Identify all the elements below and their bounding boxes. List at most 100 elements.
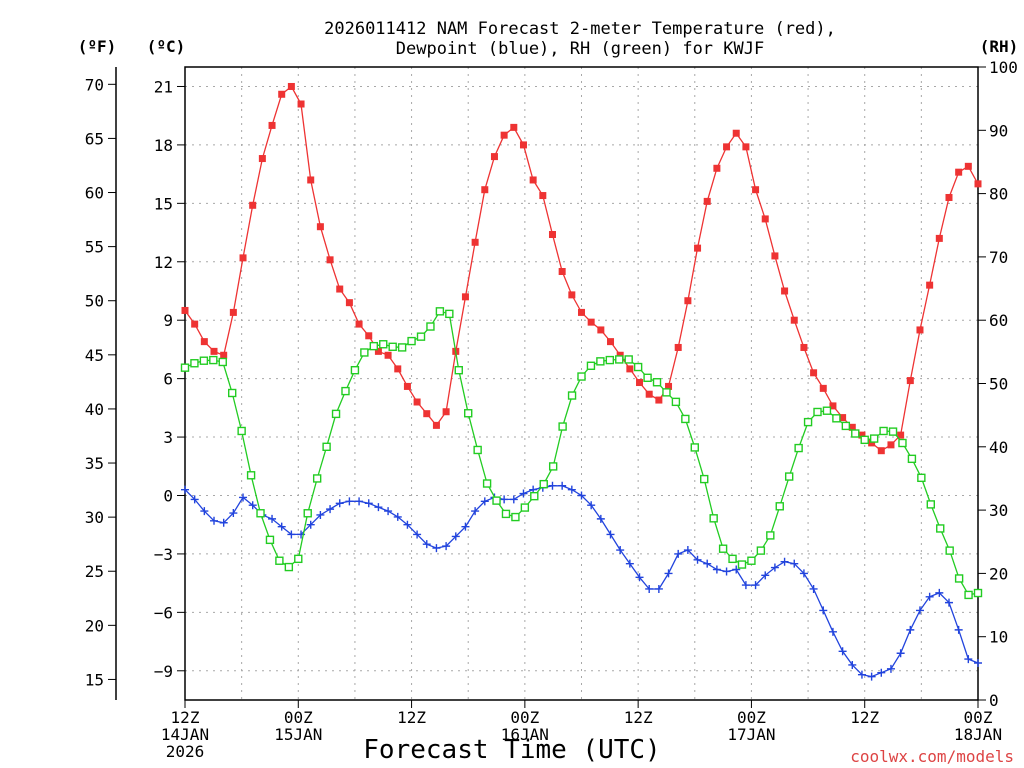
rh-point <box>180 363 190 372</box>
x-tick-label: 18JAN <box>954 725 1002 744</box>
temperature-point <box>297 100 305 108</box>
rh-point <box>784 472 794 481</box>
rh-point <box>350 366 360 375</box>
rh-point <box>369 341 379 351</box>
x-tick-label: 00Z <box>284 708 313 727</box>
dewpoint-point <box>635 573 644 582</box>
rh-point <box>228 388 237 398</box>
rh-point <box>482 479 492 488</box>
celsius-tick-label: −3 <box>154 545 173 564</box>
temperature-point <box>877 447 885 455</box>
x-axis-label: Forecast Time (UTC) <box>363 735 660 765</box>
temperature-point <box>868 439 876 447</box>
temperature-point <box>974 180 982 188</box>
rh-point <box>407 336 416 346</box>
rh-point <box>464 409 473 418</box>
temperature-point <box>587 318 595 326</box>
temperature-point <box>200 338 208 346</box>
rh-point <box>888 427 898 436</box>
dewpoint-point <box>974 658 982 667</box>
dewpoint-point <box>326 505 335 514</box>
temperature-point <box>848 423 856 431</box>
temperature-point <box>191 320 199 328</box>
dewpoint-point <box>577 491 586 500</box>
x-tick-label: 00Z <box>510 708 539 727</box>
dewpoint-point <box>935 588 944 597</box>
temperature-point <box>655 396 663 404</box>
chart-title-line-1: 2026011412 NAM Forecast 2-meter Temperat… <box>324 19 836 39</box>
temperature-point <box>220 351 228 359</box>
temperature-point <box>500 131 508 139</box>
celsius-tick-label: 15 <box>154 194 173 213</box>
rh-point <box>416 332 426 341</box>
dewpoint-point <box>181 485 189 494</box>
dewpoint-point <box>712 565 721 574</box>
temperature-point <box>326 256 334 264</box>
dewpoint-point <box>219 518 228 527</box>
dewpoint-point <box>596 514 605 523</box>
rh-point <box>822 406 832 415</box>
x-tick-label: 2026 <box>166 742 205 761</box>
rh-point <box>331 409 341 419</box>
temperature-point <box>539 192 547 200</box>
fahrenheit-tick-label: 55 <box>85 238 104 257</box>
dewpoint-point <box>268 514 277 523</box>
dewpoint-point <box>200 507 209 516</box>
rh-point <box>275 556 284 565</box>
rh-tick-label: 80 <box>989 185 1008 204</box>
rh-point <box>841 421 851 431</box>
rh-point <box>256 509 265 518</box>
rh-point <box>199 356 209 365</box>
rh-point <box>879 426 888 436</box>
temperature-point <box>413 398 421 406</box>
rh-point <box>577 372 586 381</box>
temperature-point <box>316 223 324 231</box>
dewpoint-point <box>345 497 354 506</box>
series-layer <box>180 82 983 681</box>
temperature-point <box>955 168 963 176</box>
celsius-tick-label: 0 <box>163 486 173 505</box>
rh-tick-label: 40 <box>989 438 1008 457</box>
temperature-point <box>481 186 489 194</box>
rh-point <box>218 357 227 367</box>
rh-point <box>709 514 718 523</box>
temperature-point <box>394 365 402 373</box>
temperature-point <box>510 123 518 131</box>
temperature-point <box>529 176 537 184</box>
temperature-point <box>839 414 847 422</box>
dewpoint-point <box>277 522 286 531</box>
fahrenheit-tick-label: 40 <box>85 400 104 419</box>
rh-point <box>265 535 275 545</box>
rh-point <box>501 509 511 519</box>
celsius-tick-label: 21 <box>154 77 173 96</box>
rh-point <box>294 554 303 564</box>
temperature-point <box>752 186 760 194</box>
rh-point <box>209 355 218 365</box>
rh-point <box>322 442 331 451</box>
dewpoint-point <box>335 499 344 508</box>
dewpoint-point <box>625 559 634 568</box>
dewpoint-point <box>674 549 683 558</box>
temperature-point <box>490 153 498 161</box>
temperature-point <box>548 231 556 239</box>
dewpoint-point <box>471 507 480 516</box>
rh-tick-label: 50 <box>989 375 1008 394</box>
rh-point <box>596 357 605 366</box>
x-tick-label: 00Z <box>964 708 993 727</box>
temperature-point <box>597 326 605 334</box>
rh-point <box>633 362 643 372</box>
rh-point <box>662 388 671 397</box>
x-tick-label: 12Z <box>171 708 200 727</box>
temperature-point <box>210 347 218 355</box>
fahrenheit-unit-label: (ºF) <box>78 37 117 56</box>
temperature-point <box>239 254 247 262</box>
temperature-point <box>800 343 808 351</box>
rh-point <box>530 491 539 501</box>
dewpoint-point <box>548 481 557 490</box>
dewpoint-point <box>190 495 199 504</box>
celsius-tick-label: −9 <box>154 662 173 681</box>
temperature-point <box>336 285 344 293</box>
chart-title-line-2: Dewpoint (blue), RH (green) for KWJF <box>396 39 764 59</box>
rh-tick-label: 0 <box>989 691 999 710</box>
